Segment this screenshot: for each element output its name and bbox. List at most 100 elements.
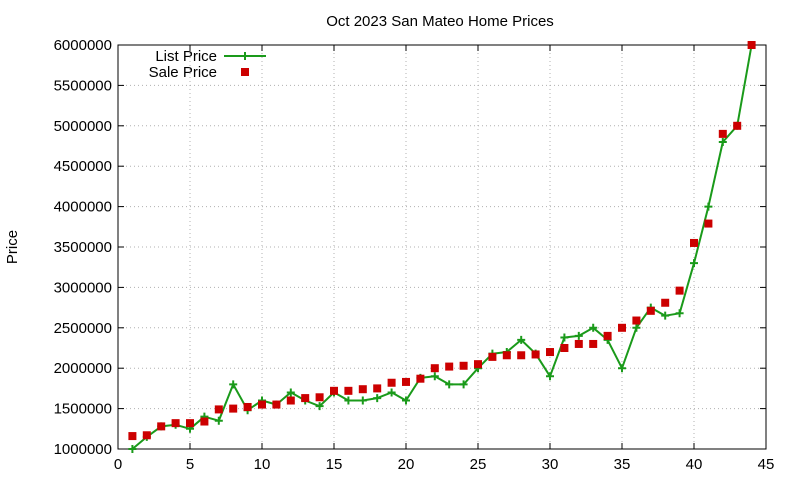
y-tick-label: 1500000 (54, 401, 112, 418)
sale-price-point (560, 344, 569, 352)
sale-price-point (286, 396, 295, 405)
sale-price-point (272, 400, 281, 409)
sale-price-point (373, 384, 382, 393)
sale-price-point (344, 386, 353, 395)
x-tick-label: 15 (326, 456, 343, 473)
list-price-point (387, 388, 396, 397)
sale-price-point (358, 385, 367, 394)
y-tick-label: 3000000 (54, 279, 112, 296)
list-price-point (315, 402, 324, 411)
sale-price-point (733, 121, 742, 130)
list-price-point (373, 394, 382, 403)
list-price-point (459, 380, 468, 389)
sale-price-point (416, 374, 425, 383)
list-price-point (589, 323, 598, 332)
grid-lines (118, 45, 766, 449)
sale-price-point (128, 432, 137, 441)
sale-price-point (675, 286, 684, 295)
list-price-point (560, 333, 569, 342)
sale-price-point (243, 402, 252, 411)
sale-price-point (646, 306, 655, 315)
y-axis-title: Price (4, 230, 21, 264)
sale-price-point (574, 339, 583, 348)
sale-price-point (186, 419, 194, 428)
sale-price-point (718, 129, 727, 138)
list-price-point (618, 364, 626, 373)
sale-price-point (531, 350, 540, 359)
sale-price-point (488, 352, 497, 361)
sale-price-point (229, 404, 238, 413)
series-layer (128, 41, 756, 453)
sale-price-point (661, 298, 670, 307)
y-tick-label: 3500000 (54, 239, 112, 256)
x-tick-label: 20 (398, 456, 415, 473)
sale-price-point (502, 351, 511, 360)
list-price-point (675, 309, 684, 318)
y-tick-label: 5000000 (54, 118, 112, 135)
sale-price-point (315, 393, 324, 402)
legend-swatches (224, 52, 266, 76)
list-price-point (517, 335, 526, 344)
sale-price-point (704, 219, 713, 228)
sale-price-point (214, 405, 223, 414)
sale-price-point (301, 394, 310, 403)
list-price-point (128, 445, 137, 453)
x-tick-label: 5 (186, 456, 194, 473)
sale-price-point (632, 316, 641, 325)
list-price-point (632, 323, 641, 332)
sale-price-point (618, 323, 626, 332)
sale-price-point (142, 431, 151, 440)
sale-price-point (747, 41, 756, 49)
x-tick-label: 40 (686, 456, 703, 473)
y-tick-label: 5500000 (54, 77, 112, 94)
y-tick-label: 4500000 (54, 158, 112, 175)
x-tick-label: 35 (614, 456, 631, 473)
x-tick-label: 45 (758, 456, 775, 473)
sale-price-point (430, 364, 439, 373)
y-tick-label: 2500000 (54, 320, 112, 337)
list-price-point (286, 388, 295, 397)
sale-price-point (690, 238, 698, 247)
legend-label-list-price: List Price (155, 48, 217, 65)
list-price-point (214, 416, 223, 425)
list-price-point (430, 372, 439, 381)
sale-price-point (546, 348, 554, 357)
legend-marker-list-price (241, 52, 249, 60)
sale-price-point (330, 386, 338, 395)
sale-price-point (459, 361, 468, 370)
y-tick-label: 1000000 (54, 441, 112, 458)
list-price-point (402, 396, 410, 405)
sale-price-point (589, 339, 598, 348)
axis-ticks: 1000000 1500000 2000000 2500000 3000000 35000… (54, 37, 775, 473)
y-tick-label: 2000000 (54, 360, 112, 377)
y-tick-label: 4000000 (54, 199, 112, 216)
sale-price-point (445, 362, 454, 371)
list-price-point (358, 396, 367, 405)
list-price-point (661, 311, 670, 320)
list-price-point (574, 331, 583, 340)
list-price-point (546, 372, 554, 381)
sale-price-point (171, 419, 180, 428)
list-price-point (718, 137, 727, 146)
sale-price-point (258, 400, 266, 409)
list-price-point (229, 380, 238, 389)
sale-price-point (200, 417, 209, 426)
x-tick-label: 30 (542, 456, 559, 473)
x-tick-label: 25 (470, 456, 487, 473)
list-price-point (690, 259, 698, 268)
list-price-point (445, 380, 454, 389)
list-price-point (704, 202, 713, 211)
legend-swatch-sale-price (241, 68, 249, 76)
y-tick-label: 6000000 (54, 37, 112, 54)
sale-price-point (402, 377, 410, 386)
sale-price-point (157, 422, 166, 431)
sale-price-point (517, 351, 526, 360)
list-price-point (344, 396, 353, 405)
chart-title: Oct 2023 San Mateo Home Prices (326, 13, 554, 30)
legend: List Price Sale Price (149, 48, 266, 81)
legend-label-sale-price: Sale Price (149, 64, 217, 81)
x-tick-label: 10 (254, 456, 271, 473)
sale-price-point (603, 331, 612, 340)
